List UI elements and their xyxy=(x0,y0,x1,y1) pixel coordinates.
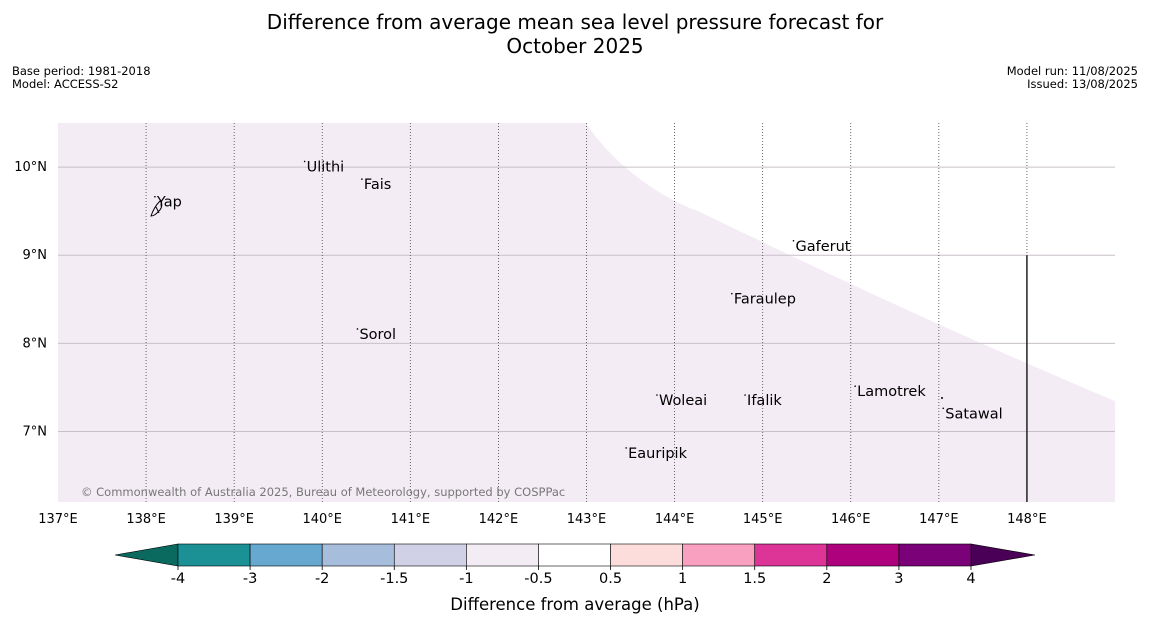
lon-tick-label: 147°E xyxy=(919,512,959,527)
lon-tick-label: 138°E xyxy=(126,512,166,527)
island-marker xyxy=(744,394,746,396)
island-marker xyxy=(361,178,363,180)
island-marker xyxy=(625,447,627,449)
place-label: Gaferut xyxy=(795,239,850,255)
colorbar-tick-label: -0.5 xyxy=(524,571,552,587)
place-label: Faraulep xyxy=(734,292,796,308)
lat-tick-label: 7°N xyxy=(23,424,48,439)
colorbar-bin xyxy=(177,543,251,567)
lon-tick-label: 141°E xyxy=(391,512,431,527)
lat-tick-label: 8°N xyxy=(23,336,48,351)
place-label: Ifalik xyxy=(747,393,782,409)
chart-title-line1: Difference from average mean sea level p… xyxy=(266,10,884,34)
colorbar-bin xyxy=(249,543,323,567)
colorbar-bin xyxy=(466,543,539,567)
colorbar-bin xyxy=(610,543,683,567)
lat-tick-label: 9°N xyxy=(23,248,48,263)
lon-tick-label: 146°E xyxy=(831,512,871,527)
island-marker xyxy=(792,240,795,242)
meta-left: Base period: 1981-2018 Model: ACCESS-S2 xyxy=(12,65,151,91)
colorbar-tick-label: 0.5 xyxy=(599,571,622,587)
colorbar-tick-label: -2 xyxy=(315,571,329,587)
lon-tick-label: 148°E xyxy=(1007,512,1047,527)
colorbar-bin xyxy=(682,543,756,567)
yap-island-outline xyxy=(150,200,163,217)
place-label: Woleai xyxy=(659,393,707,409)
meta-right: Model run: 11/08/2025 Issued: 13/08/2025 xyxy=(1007,65,1138,91)
lat-tick-label: 10°N xyxy=(14,160,47,175)
lon-tick-label: 140°E xyxy=(302,512,342,527)
colorbar-tick-label: 2 xyxy=(822,571,831,587)
lon-tick-label: 137°E xyxy=(38,512,78,527)
chart-title-line2: October 2025 xyxy=(506,34,644,58)
base-period: Base period: 1981-2018 xyxy=(12,64,151,78)
colorbar-bin xyxy=(898,543,972,567)
island-marker xyxy=(303,160,306,163)
lon-tick-label: 143°E xyxy=(567,512,607,527)
lon-tick-label: 139°E xyxy=(214,512,254,527)
issued-date: Issued: 13/08/2025 xyxy=(1027,77,1138,91)
place-label: Yap xyxy=(156,195,182,211)
colorbar-bin xyxy=(538,543,611,567)
colorbar-bin xyxy=(393,543,467,567)
island-marker xyxy=(942,407,945,410)
colorbar-tick-label: 3 xyxy=(894,571,903,587)
place-label: Ulithi xyxy=(307,159,345,175)
map-panel: 10°N 9°N 8°N 7°N 137°E 138°E 139°E 140°E 141°E 14… xyxy=(14,123,1115,527)
colorbar-tick-label: -1 xyxy=(459,571,473,587)
lon-tick-label: 145°E xyxy=(743,512,783,527)
model-run: Model run: 11/08/2025 xyxy=(1006,64,1138,78)
place-label: Lamotrek xyxy=(857,384,926,400)
colorbar-tick-label: -1.5 xyxy=(380,571,408,587)
island-marker xyxy=(154,195,156,198)
colorbar-bin xyxy=(826,543,900,567)
island-marker xyxy=(854,385,856,388)
colorbar-under-arrow xyxy=(114,543,179,567)
colorbar-label: Difference from average (hPa) xyxy=(450,595,699,614)
lon-tick-label: 144°E xyxy=(655,512,695,527)
island-marker xyxy=(356,328,359,330)
place-label: Satawal xyxy=(945,406,1002,422)
colorbar-bin xyxy=(321,543,395,567)
colorbar-tick-label: -3 xyxy=(243,571,257,587)
island-marker xyxy=(656,394,658,396)
colorbar-over-arrow xyxy=(970,543,1036,567)
place-label: Sorol xyxy=(359,327,396,343)
island-marker xyxy=(731,292,733,295)
place-label: Fais xyxy=(364,177,391,193)
colorbar-tick-label: 1 xyxy=(678,571,687,587)
colorbar-tick-label: -4 xyxy=(171,571,185,587)
colorbar-tick-label: 4 xyxy=(966,571,975,587)
colorbar: -4 -3 -2 -1.5 -1 -0.5 0.5 1 1.5 2 3 4 Difference fro… xyxy=(114,543,1036,614)
lon-tick-label: 142°E xyxy=(479,512,519,527)
copyright-text: © Commonwealth of Australia 2025, Bureau… xyxy=(81,485,565,499)
island-marker xyxy=(941,397,943,399)
model-name: Model: ACCESS-S2 xyxy=(12,77,119,91)
colorbar-bin xyxy=(754,543,828,567)
colorbar-tick-label: 1.5 xyxy=(743,571,766,587)
place-label: Eauripik xyxy=(628,446,687,462)
